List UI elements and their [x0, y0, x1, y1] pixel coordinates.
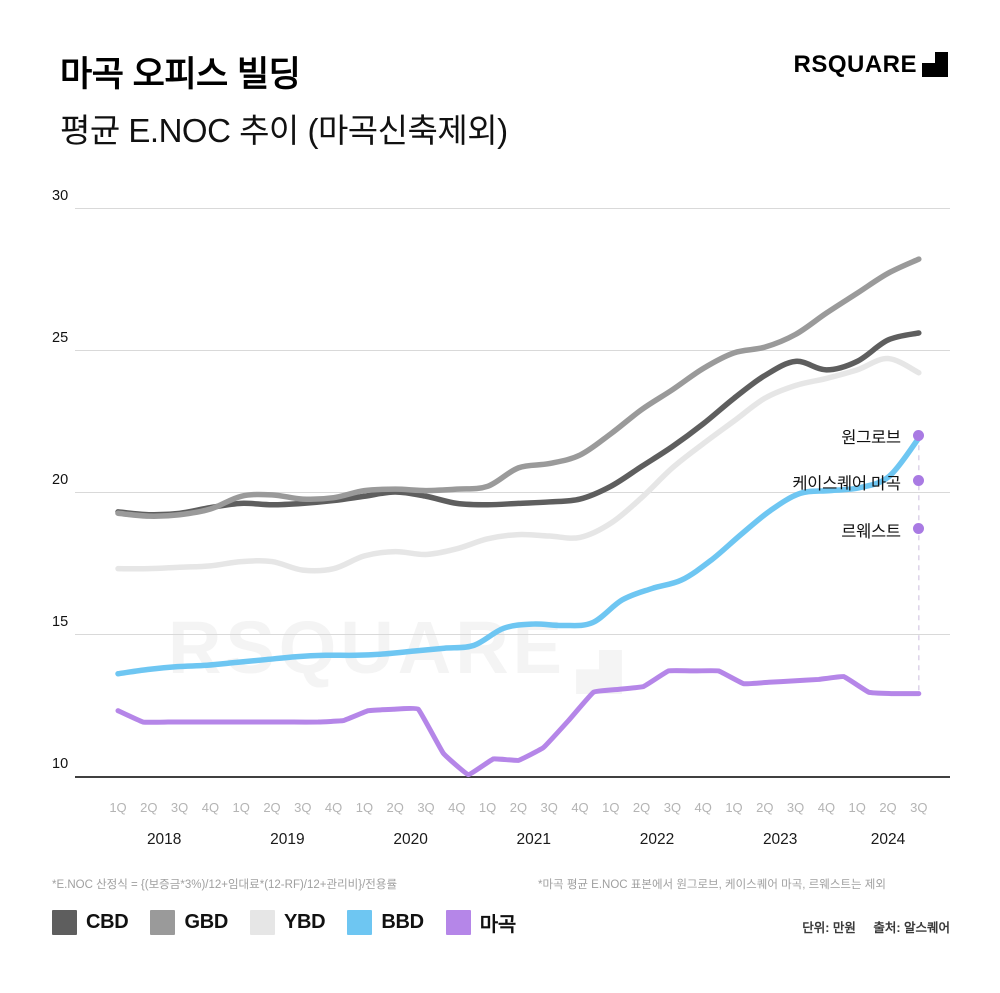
watermark: RSQUARE [168, 605, 622, 694]
quarter-tick-label: 4Q [817, 800, 836, 815]
y-tick-label: 15 [52, 614, 69, 630]
legend-item-YBD[interactable]: YBD [249, 910, 326, 935]
legend-label: CBD [86, 911, 129, 933]
legend-item-마곡[interactable]: 마곡 [445, 908, 517, 937]
quarter-tick-label: 3Q [786, 800, 805, 815]
line-series-GBD [115, 256, 922, 519]
brand-logo: RSQUARE [793, 52, 948, 77]
line-series-BBD [115, 435, 922, 677]
source-note: 단위: 만원 출처: 알스퀘어 [788, 917, 950, 936]
legend-label: GBD [184, 911, 228, 933]
quarter-tick-label: 4Q [448, 800, 466, 815]
annotation-label: 원그로브 [841, 429, 901, 448]
quarter-tick-label: 2Q [263, 800, 281, 815]
quarter-tick-label: 3Q [294, 800, 312, 815]
series-lines [115, 256, 922, 778]
year-label: 2020 [393, 831, 428, 848]
line-series-CBD [115, 330, 922, 518]
year-label: 2018 [146, 831, 182, 848]
quarter-tick-label: 2Q [879, 800, 897, 815]
quarter-tick-label: 2Q [386, 800, 404, 815]
line-series-YBD [115, 355, 922, 574]
year-label: 2021 [516, 831, 552, 848]
watermark-text: RSQUARE [168, 606, 567, 689]
annotation-label: 르웨스트 [841, 522, 901, 541]
unit-label: 단위: 만원 [802, 921, 856, 935]
legend-label: 마곡 [479, 914, 517, 936]
quarter-tick-label: 1Q [478, 800, 497, 815]
legend-swatch [52, 910, 77, 935]
quarter-tick-label: 3Q [910, 800, 928, 815]
footnote-formula: *E.NOC 산정식 = {(보증금*3%)/12+임대료*(12-RF)/12… [52, 879, 398, 891]
quarter-tick-label: 1Q [109, 800, 127, 815]
gridline-10 [75, 776, 950, 778]
quarter-tick-label: 4Q [201, 800, 220, 815]
quarter-tick-label: 4Q [571, 800, 589, 815]
quarter-tick-label: 2Q [140, 800, 158, 815]
year-label: 2019 [270, 831, 305, 848]
page-title: 마곡 오피스 빌딩 [60, 55, 301, 94]
quarter-tick-label: 3Q [417, 800, 435, 815]
legend-item-BBD[interactable]: BBD [347, 910, 424, 935]
quarter-tick-label: 3Q [663, 800, 682, 815]
quarter-tick-label: 3Q [540, 800, 558, 815]
legend-swatch [150, 910, 176, 935]
legend-swatch [249, 910, 275, 935]
quarter-tick-label: 2Q [632, 800, 651, 815]
y-tick-label: 20 [52, 472, 69, 488]
gridline-15 [75, 634, 950, 635]
quarter-tick-label: 2Q [509, 800, 528, 815]
quarter-tick-label: 4Q [324, 800, 343, 815]
legend-item-GBD[interactable]: GBD [150, 910, 228, 935]
annotation-dot [913, 429, 925, 441]
annotation-dot [913, 475, 925, 487]
gridline-30 [75, 208, 950, 209]
quarter-tick-label: 1Q [602, 800, 620, 815]
quarter-tick-label: 1Q [725, 800, 743, 815]
gridline-25 [75, 350, 950, 351]
legend-label: YBD [283, 911, 326, 933]
footnote-exclusion: *마곡 평균 E.NOC 표본에서 원그로브, 케이스퀘어 마곡, 르웨스트는 … [538, 879, 886, 891]
quarter-tick-label: 1Q [848, 800, 866, 815]
watermark-square-notch-icon [576, 626, 622, 694]
quarter-tick-label: 3Q [170, 800, 189, 815]
square-notch-icon [922, 52, 948, 77]
quarter-tick-label: 2Q [756, 800, 774, 815]
year-label: 2022 [639, 831, 675, 848]
y-tick-label: 25 [52, 330, 69, 346]
year-label: 2023 [762, 831, 798, 848]
legend-label: BBD [381, 911, 424, 933]
brand-text: RSQUARE [793, 50, 917, 78]
legend: CBD GBD YBD BBD 마곡 [52, 908, 538, 937]
x-axis: 1Q 2Q 3Q 4Q 1Q 2Q 3Q 4Q 1Q 2Q 3Q 4Q 1Q 2Q 3Q 4Q 1Q 2Q 3Q 4Q… [0, 795, 1000, 865]
legend-swatch [347, 910, 373, 935]
quarter-tick-label: 4Q [694, 800, 712, 815]
gridline-20 [75, 492, 950, 493]
y-tick-label: 10 [52, 756, 69, 772]
legend-item-CBD[interactable]: CBD [52, 910, 129, 935]
y-tick-label: 30 [52, 188, 69, 204]
annotation-label: 케이스퀘어 마곡 [792, 474, 901, 493]
page-subtitle: 평균 E.NOC 추이 (마곡신축제외) [60, 112, 508, 149]
origin-label: 출처: 알스퀘어 [873, 921, 950, 935]
legend-swatch [445, 910, 471, 935]
line-series-마곡 [115, 668, 922, 778]
quarter-tick-label: 1Q [232, 800, 250, 815]
year-label: 2024 [870, 831, 906, 848]
quarter-tick-label: 1Q [355, 800, 374, 815]
page-header: 마곡 오피스 빌딩 평균 E.NOC 추이 (마곡신축제외) RSQUARE [0, 0, 1000, 175]
annotation-dot [913, 523, 925, 535]
